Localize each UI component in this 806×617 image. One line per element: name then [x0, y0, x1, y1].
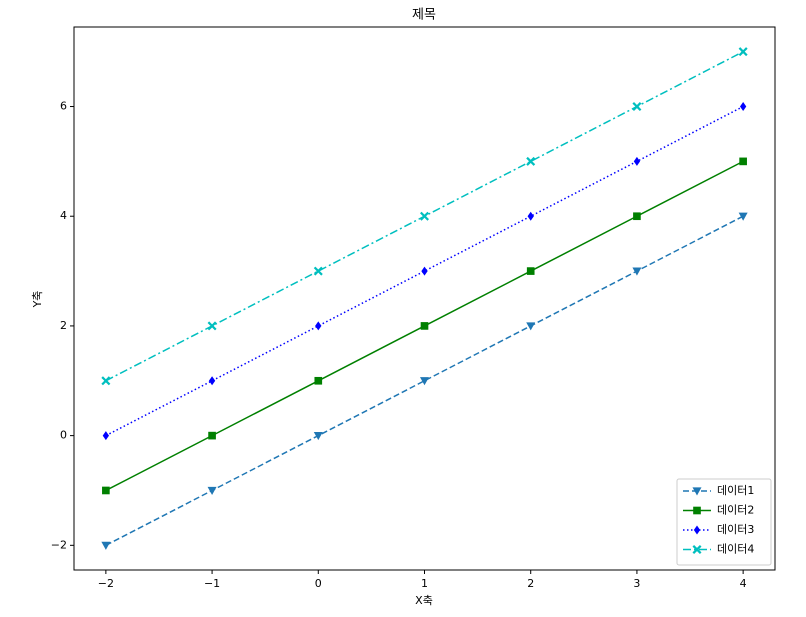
marker: [526, 156, 536, 166]
y-tick-label: 4: [60, 209, 67, 222]
y-tick-label: −2: [51, 538, 67, 551]
marker: [313, 432, 323, 441]
legend-label: 데이터3: [717, 523, 754, 536]
x-tick-label: 4: [740, 577, 747, 590]
y-tick-label: 2: [60, 319, 67, 332]
legend-label: 데이터4: [717, 543, 754, 556]
marker: [632, 267, 642, 276]
marker: [208, 376, 216, 386]
legend-marker: [692, 545, 702, 554]
plot-frame: [73, 26, 776, 571]
marker: [738, 212, 748, 221]
marker: [102, 486, 110, 495]
marker: [102, 431, 110, 441]
marker: [739, 102, 747, 112]
legend-label: 데이터1: [717, 484, 754, 497]
x-tick-label: −1: [204, 577, 220, 590]
x-tick-label: 2: [527, 577, 534, 590]
marker: [526, 322, 536, 331]
marker: [420, 211, 429, 221]
chart-title: 제목: [412, 8, 436, 23]
legend-marker: [693, 506, 701, 515]
x-tick-label: 1: [421, 577, 428, 590]
legend-marker: [692, 487, 702, 496]
y-tick-label: 0: [60, 429, 67, 442]
marker: [313, 266, 323, 276]
legend-box: [676, 478, 772, 566]
marker: [101, 541, 111, 550]
marker: [633, 156, 641, 166]
marker: [421, 266, 428, 276]
marker: [739, 157, 747, 166]
marker: [315, 321, 322, 331]
marker: [101, 376, 111, 386]
marker: [314, 376, 323, 385]
marker: [420, 322, 429, 330]
marker: [738, 47, 748, 57]
marker: [207, 321, 217, 331]
marker: [208, 431, 216, 440]
marker: [632, 102, 642, 112]
legend-marker: [693, 525, 701, 535]
x-tick-label: −2: [98, 577, 114, 590]
legend: 데이터1 데이터2 데이터3 데이터4: [676, 478, 772, 566]
x-tick-label: 3: [633, 577, 640, 590]
y-tick-label: 6: [60, 100, 67, 113]
marker: [420, 377, 429, 386]
marker: [207, 486, 217, 495]
x-tick-label: 0: [315, 577, 322, 590]
marker: [527, 211, 534, 221]
marker: [526, 267, 535, 275]
marker: [633, 212, 641, 221]
x-axis-label: X축: [415, 594, 433, 607]
y-axis-label: Y축: [31, 291, 44, 309]
legend-label: 데이터2: [717, 504, 754, 517]
